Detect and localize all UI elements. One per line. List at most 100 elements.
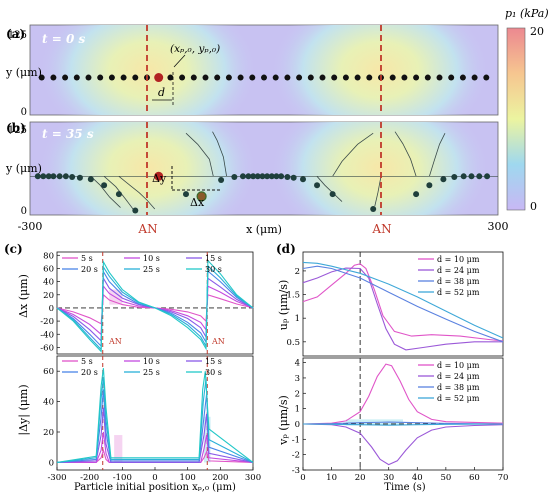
particle-22	[268, 173, 275, 180]
plot-c-top-legend-label-0: 5 s	[81, 254, 93, 263]
trajectory-7	[394, 131, 417, 177]
plot-c-bottom-ytick-3: 60	[43, 367, 54, 377]
panel-b-ymax-tick: 125	[8, 125, 27, 136]
particle-12	[179, 74, 186, 81]
particle-3	[50, 173, 57, 180]
particle-2	[45, 173, 52, 180]
trajectory-9	[374, 176, 382, 207]
plot-c-bottom-xtick-4: 100	[180, 473, 196, 483]
particle-30	[370, 206, 377, 213]
plot-d-xlabel: Time (s)	[384, 482, 425, 493]
plot-c-an-left: AN	[108, 337, 122, 346]
plot-d-bottom-ylabel: vₚ (μm/s)	[277, 395, 290, 446]
panel-b-ylabel: y (μm)	[5, 162, 42, 175]
particle-1	[40, 173, 47, 180]
panel-a-pressure-lobe-right	[270, 25, 490, 115]
particle-35	[448, 74, 455, 81]
plot-c-bottom-xtick-2: -100	[113, 473, 132, 483]
particle-35	[460, 173, 467, 180]
particle-31	[413, 191, 420, 198]
panel-b-pressure-lobe-right	[270, 122, 490, 215]
plot-c-top-ytick-5: 40	[43, 278, 54, 288]
plot-d-top-frame	[302, 251, 504, 357]
panel-b-ymin-tick: 0	[21, 206, 27, 217]
particle-24	[319, 74, 326, 81]
particle-20	[259, 173, 266, 180]
plot-c-top-ytick-7: 80	[43, 251, 54, 261]
particle-25	[284, 174, 291, 181]
particle-21	[284, 74, 291, 81]
particle-38	[483, 74, 490, 81]
panel-a-point-annotation: (xₚ,₀, yₚ,₀)	[170, 43, 220, 55]
colorbar-min: 0	[530, 200, 537, 213]
plot-c-top-ytick-4: 20	[43, 291, 54, 301]
trajectory-2	[118, 175, 156, 210]
panel-b-label: (b)	[6, 121, 26, 135]
particle-10	[115, 191, 122, 198]
panel-b: (b) t = 35 s 125 0 y (μm) Δy Δx -300 300…	[5, 121, 509, 236]
particle-14	[202, 74, 209, 81]
panel-b-dx-label: Δx	[190, 196, 205, 209]
plot-d-top-series-1	[302, 267, 503, 351]
particle-38	[484, 173, 491, 180]
panel-b-xtick-min: -300	[18, 220, 43, 233]
plot-d-bottom-xtick-2: 20	[355, 473, 366, 483]
plot-c-bottom-legend-label-5: 30 s	[205, 368, 222, 377]
particle-5	[97, 74, 104, 81]
particle-6	[108, 74, 115, 81]
panel-a-d-label: d	[158, 86, 165, 99]
plot-c-bottom-legend-label-1: 10 s	[143, 357, 160, 366]
plot-c-top-series-5	[56, 259, 254, 353]
plot-c-bottom-ytick-1: 20	[43, 428, 54, 438]
plot-c-bottom-xtick-5: 200	[212, 473, 228, 483]
plot-d-bottom-ytick-1: -2	[292, 451, 300, 461]
particle-37	[476, 173, 483, 180]
plot-d-bottom-series-3	[302, 423, 504, 426]
particle-26	[342, 74, 349, 81]
plot-c-top-legend-label-5: 30 s	[205, 265, 222, 274]
particle-36	[468, 173, 475, 180]
plot-d-top-ytick-2: 1.5	[286, 291, 300, 301]
plot-c-bottom-legend-label-0: 5 s	[81, 357, 93, 366]
plot-d-top-series-0	[302, 263, 504, 342]
an-lines-a	[146, 25, 382, 115]
plot-c-bottom-series-1	[57, 431, 254, 463]
particle-0	[38, 74, 45, 81]
particle-6	[69, 174, 76, 181]
particle-36	[459, 74, 466, 81]
particle-34	[436, 74, 443, 81]
plot-c-top-ylabel: Δx (μm)	[17, 274, 30, 318]
plot-d-bottom-series-0	[302, 363, 504, 425]
particle-18	[250, 173, 257, 180]
trajectory-4	[212, 131, 227, 177]
plot-d-bottom-ytick-0: -3	[292, 466, 300, 476]
plot-d-bottom-frame	[302, 357, 504, 471]
colorbar: p₁ (kPa) 20 0	[505, 7, 549, 213]
plot-d-bottom-xtick-5: 50	[440, 473, 451, 483]
panel-a: (a) t = 0 s 125 0 y (μm) (xₚ,₀, yₚ,₀) d	[5, 24, 499, 118]
an-lines-b	[146, 122, 382, 215]
particle-20	[272, 74, 279, 81]
plot-c-an-right: AN	[211, 337, 225, 346]
an-label-right: AN	[371, 222, 391, 236]
particle-32	[426, 182, 433, 189]
plot-c-top-ytick-3: 0	[49, 304, 54, 314]
panel-b-time-label: t = 35 s	[42, 127, 94, 141]
trajectory-6	[332, 132, 374, 177]
particle-34	[451, 174, 458, 181]
panel-a-ylabel: y (μm)	[5, 66, 42, 79]
colorbar-label: p₁ (kPa)	[505, 7, 549, 20]
particle-21	[264, 173, 271, 180]
plot-c-top-ytick-1: -40	[40, 330, 54, 340]
plot-c-bottom-highlight-0	[114, 435, 123, 463]
particle-5	[62, 173, 69, 180]
plot-d-bottom-series-1	[302, 423, 504, 466]
particle-23	[307, 74, 314, 81]
particle-30	[389, 74, 396, 81]
particle-2	[62, 74, 69, 81]
plot-c-top-legend-label-2: 15 s	[205, 254, 222, 263]
particle-28	[366, 74, 373, 81]
particle-17	[237, 74, 244, 81]
plot-d-bottom-xtick-3: 30	[383, 473, 394, 483]
